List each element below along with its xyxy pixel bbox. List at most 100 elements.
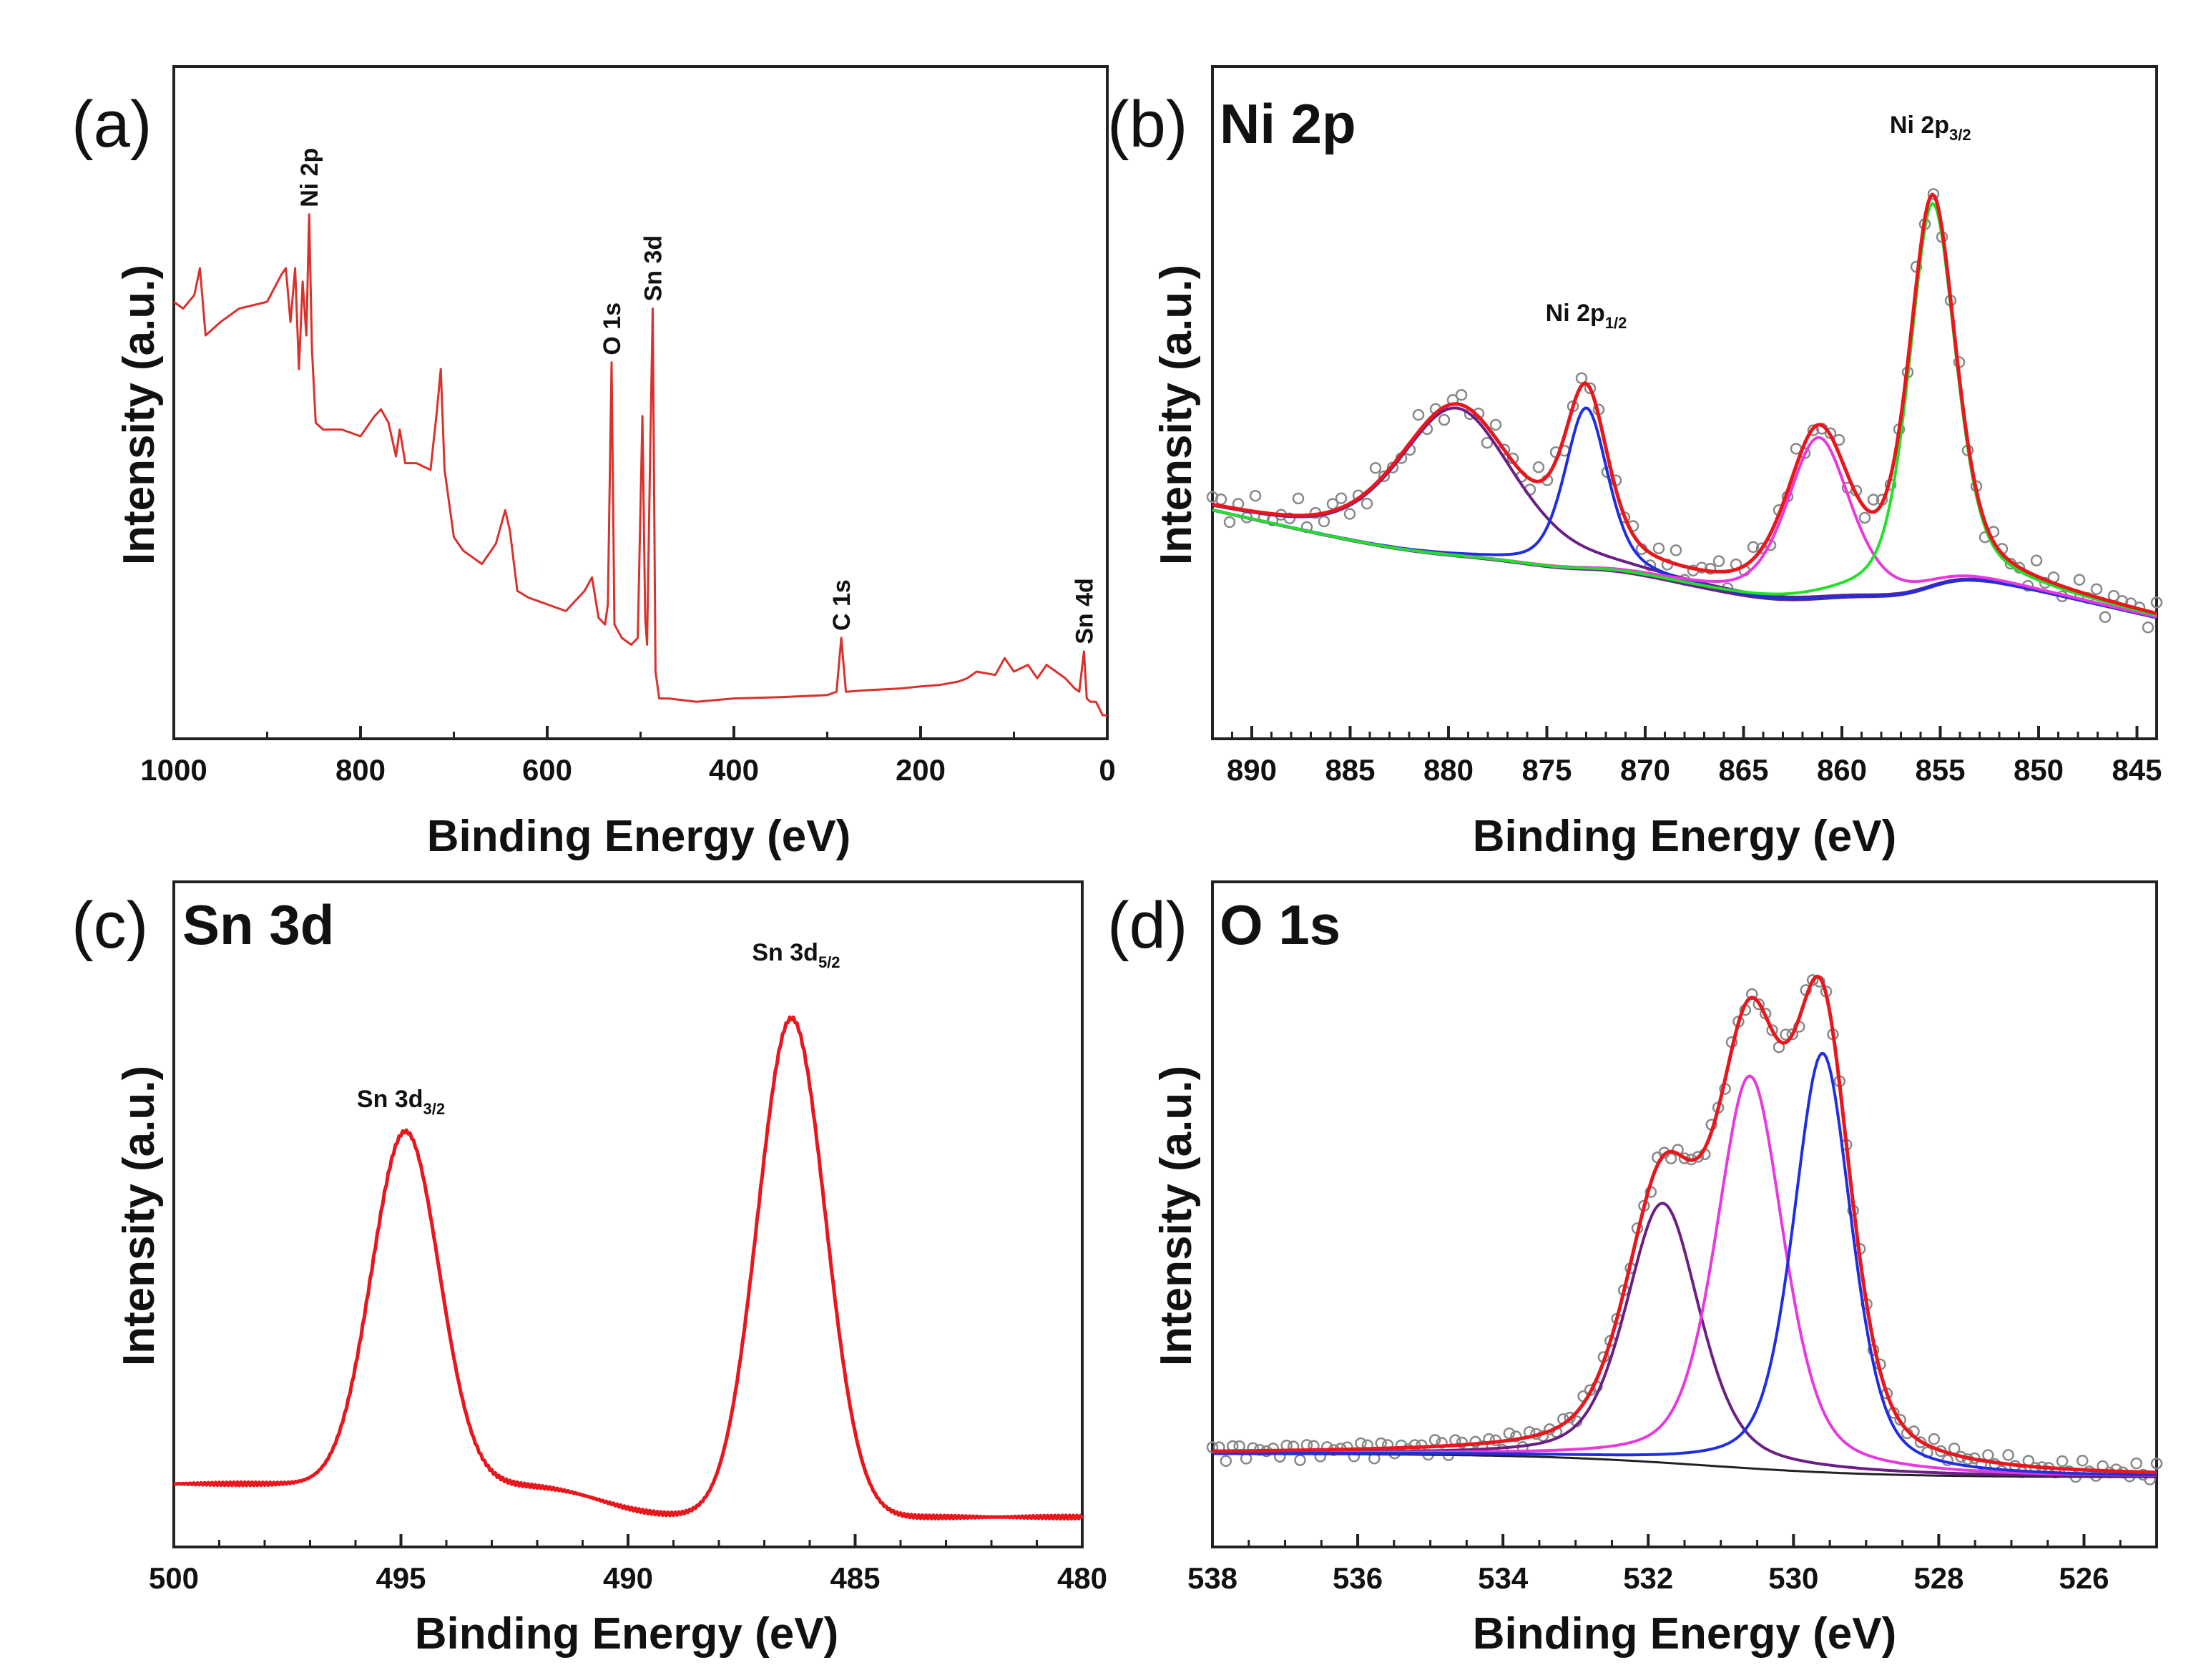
panel-b-raw-point: [1223, 516, 1236, 529]
panel-c-xtick-label: 500: [149, 1561, 199, 1595]
panel-b-plot-area: 890 885 880 875 870 865 860 855 850 845 Ni 2p1/2 Ni…: [1206, 65, 2163, 787]
panel-b-raw-point: [1249, 489, 1262, 502]
panel-b-raw-point: [1412, 408, 1425, 421]
panel-d-raw-point: [1240, 1453, 1252, 1465]
panel-d-xtick-label: 532: [1623, 1561, 1673, 1595]
panel-b-raw-point: [1489, 418, 1502, 431]
panel-b-raw-point: [1584, 382, 1597, 395]
panel-d-fit-envelope: [1212, 974, 2157, 1475]
panel-d-fit-component: [1212, 1074, 2157, 1477]
panel-b-xlabel: Binding Energy (eV): [1473, 812, 1896, 861]
panel-b-raw-point: [1927, 188, 1940, 200]
panel-c: (c) Sn 3d 500 495 490 485 480 Sn 3d3/2 Sn 3d5/…: [72, 880, 1107, 1659]
panel-a-xtick-label: 600: [522, 753, 572, 787]
panel-a-letter: (a): [72, 88, 152, 161]
panel-b-xtick-label: 845: [2112, 753, 2162, 787]
panel-d-xtick-label: 534: [1478, 1561, 1529, 1595]
panel-c-letter: (c): [72, 889, 148, 962]
panel-c-plot-area: 500 495 490 485 480 Sn 3d3/2 Sn 3d5/2: [149, 880, 1107, 1595]
panel-b-title: Ni 2p: [1220, 92, 1356, 155]
panel-d-raw-point: [2056, 1455, 2069, 1468]
panel-d-raw-point: [1220, 1455, 1232, 1467]
panel-b-raw-point: [1704, 562, 1717, 575]
panel-b-xtick-label: 890: [1227, 753, 1277, 787]
panel-b-raw-point: [1438, 413, 1451, 426]
panel-b-xtick-label: 865: [1718, 753, 1768, 787]
panel-a-xtick-label: 200: [896, 753, 946, 787]
panel-d-raw-point: [1982, 1449, 1994, 1461]
panel-b-raw-point: [2099, 611, 2112, 623]
panel-d-raw-point: [1894, 1413, 1906, 1426]
panel-b-raw-point: [1858, 511, 1871, 524]
panel-b-xtick-label: 880: [1423, 753, 1474, 787]
panel-a-ylabel: Intensity (a.u.): [114, 265, 164, 565]
panel-d-raw-point: [1766, 1024, 1778, 1036]
panel-d-raw-point: [1355, 1437, 1367, 1450]
panel-d-xtick-label: 536: [1333, 1561, 1383, 1595]
panel-d-raw-point: [2150, 1458, 2163, 1470]
panel-a-xlabel: Binding Energy (eV): [427, 812, 850, 861]
panel-a-peak-label: Sn 3d: [639, 235, 667, 302]
panel-b-peak-label: Ni 2p1/2: [1546, 300, 1627, 332]
panel-b-xtick-label: 875: [1521, 753, 1572, 787]
panel-d-raw-point: [2077, 1455, 2089, 1467]
panel-d-letter: (d): [1107, 889, 1187, 962]
panel-b-raw-point: [1747, 541, 1760, 554]
panel-d-fit-component: [1212, 1202, 2157, 1478]
panel-c-xlabel: Binding Energy (eV): [415, 1609, 838, 1659]
panel-b-raw-point: [2142, 622, 2154, 634]
panel-b-xtick-label: 885: [1325, 753, 1375, 787]
panel-b-fit-envelope: [1212, 192, 2157, 616]
panel-a-xtick-label: 400: [709, 753, 759, 787]
panel-b-raw-point: [1361, 497, 1373, 510]
panel-a-xtick-label: 800: [335, 753, 386, 787]
panel-c-frame: [172, 880, 1084, 1548]
panel-a-xtick-label: 1000: [140, 753, 207, 787]
panel-b-raw-point: [1318, 515, 1330, 528]
panel-b-fit-component: [1212, 436, 2157, 619]
panel-c-xtick-label: 490: [603, 1561, 653, 1595]
panel-d-ylabel: Intensity (a.u.): [1152, 1066, 1201, 1366]
panel-b-raw-point: [1652, 542, 1665, 554]
panel-b-xtick-label: 860: [1817, 753, 1867, 787]
panel-c-spectrum: [173, 1015, 1084, 1521]
panel-c-peak-label: Sn 3d3/2: [357, 1086, 445, 1118]
panel-d-raw-point: [1564, 1411, 1576, 1424]
panel-a-xtick-label: 0: [1099, 753, 1115, 787]
panel-d-raw-point: [1294, 1454, 1306, 1466]
panel-a-survey-spectrum: [173, 213, 1107, 717]
panel-b-xtick-label: 855: [1915, 753, 1965, 787]
panel-b-raw-point: [1343, 508, 1356, 520]
panel-c-ylabel: Intensity (a.u.): [114, 1066, 164, 1366]
panel-d-title: O 1s: [1220, 893, 1340, 956]
panel-d-raw-point: [1503, 1427, 1516, 1440]
panel-d-plot-area: 538 536 534 532 530 528 526: [1187, 880, 2163, 1595]
panel-d: (d) O 1s 538 536 534 532 530 528 526 Intensity…: [1107, 880, 2163, 1659]
panel-b-peak-label: Ni 2p3/2: [1890, 112, 1971, 144]
panel-d-raw-point: [1510, 1430, 1522, 1443]
panel-d-xtick-label: 538: [1187, 1561, 1237, 1595]
panel-a-peak-label: Ni 2p: [296, 148, 323, 207]
panel-c-xtick-label: 495: [376, 1561, 426, 1595]
panel-d-raw-point: [1786, 1028, 1799, 1041]
panel-b-raw-point: [2150, 596, 2163, 609]
panel-a-peak-label: C 1s: [828, 579, 856, 631]
panel-d-raw-point: [1928, 1433, 1941, 1445]
panel-d-raw-point: [2130, 1457, 2142, 1470]
panel-b-raw-point: [2030, 554, 2043, 566]
panel-a-plot-area: 1000 800 600 400 200 0 Ni 2p O 1s Sn 3d C 1s Sn 4d: [140, 65, 1116, 787]
panel-b-raw-point: [1283, 512, 1296, 525]
panel-b-raw-point: [1369, 462, 1382, 474]
panel-b-frame: [1211, 65, 2158, 740]
panel-b-raw-point: [1670, 544, 1682, 556]
panel-a: (a) 1000 800 600 400 200 0 Ni 2p O 1s Sn 3d C 1s S…: [72, 65, 1116, 861]
panel-b-letter: (b): [1107, 88, 1187, 161]
panel-b-raw-point: [1326, 498, 1339, 510]
panel-c-title: Sn 3d: [182, 893, 334, 956]
panel-b-raw-point: [1712, 555, 1725, 567]
panel-c-xtick-label: 485: [830, 1561, 880, 1595]
panel-d-raw-point: [1692, 1151, 1705, 1163]
panel-d-raw-point: [1806, 974, 1819, 986]
panel-b: (b) Ni 2p 890 885 880 875 870 865 860 855 850 845…: [1107, 65, 2163, 861]
panel-a-peak-label: Sn 4d: [1071, 578, 1098, 644]
